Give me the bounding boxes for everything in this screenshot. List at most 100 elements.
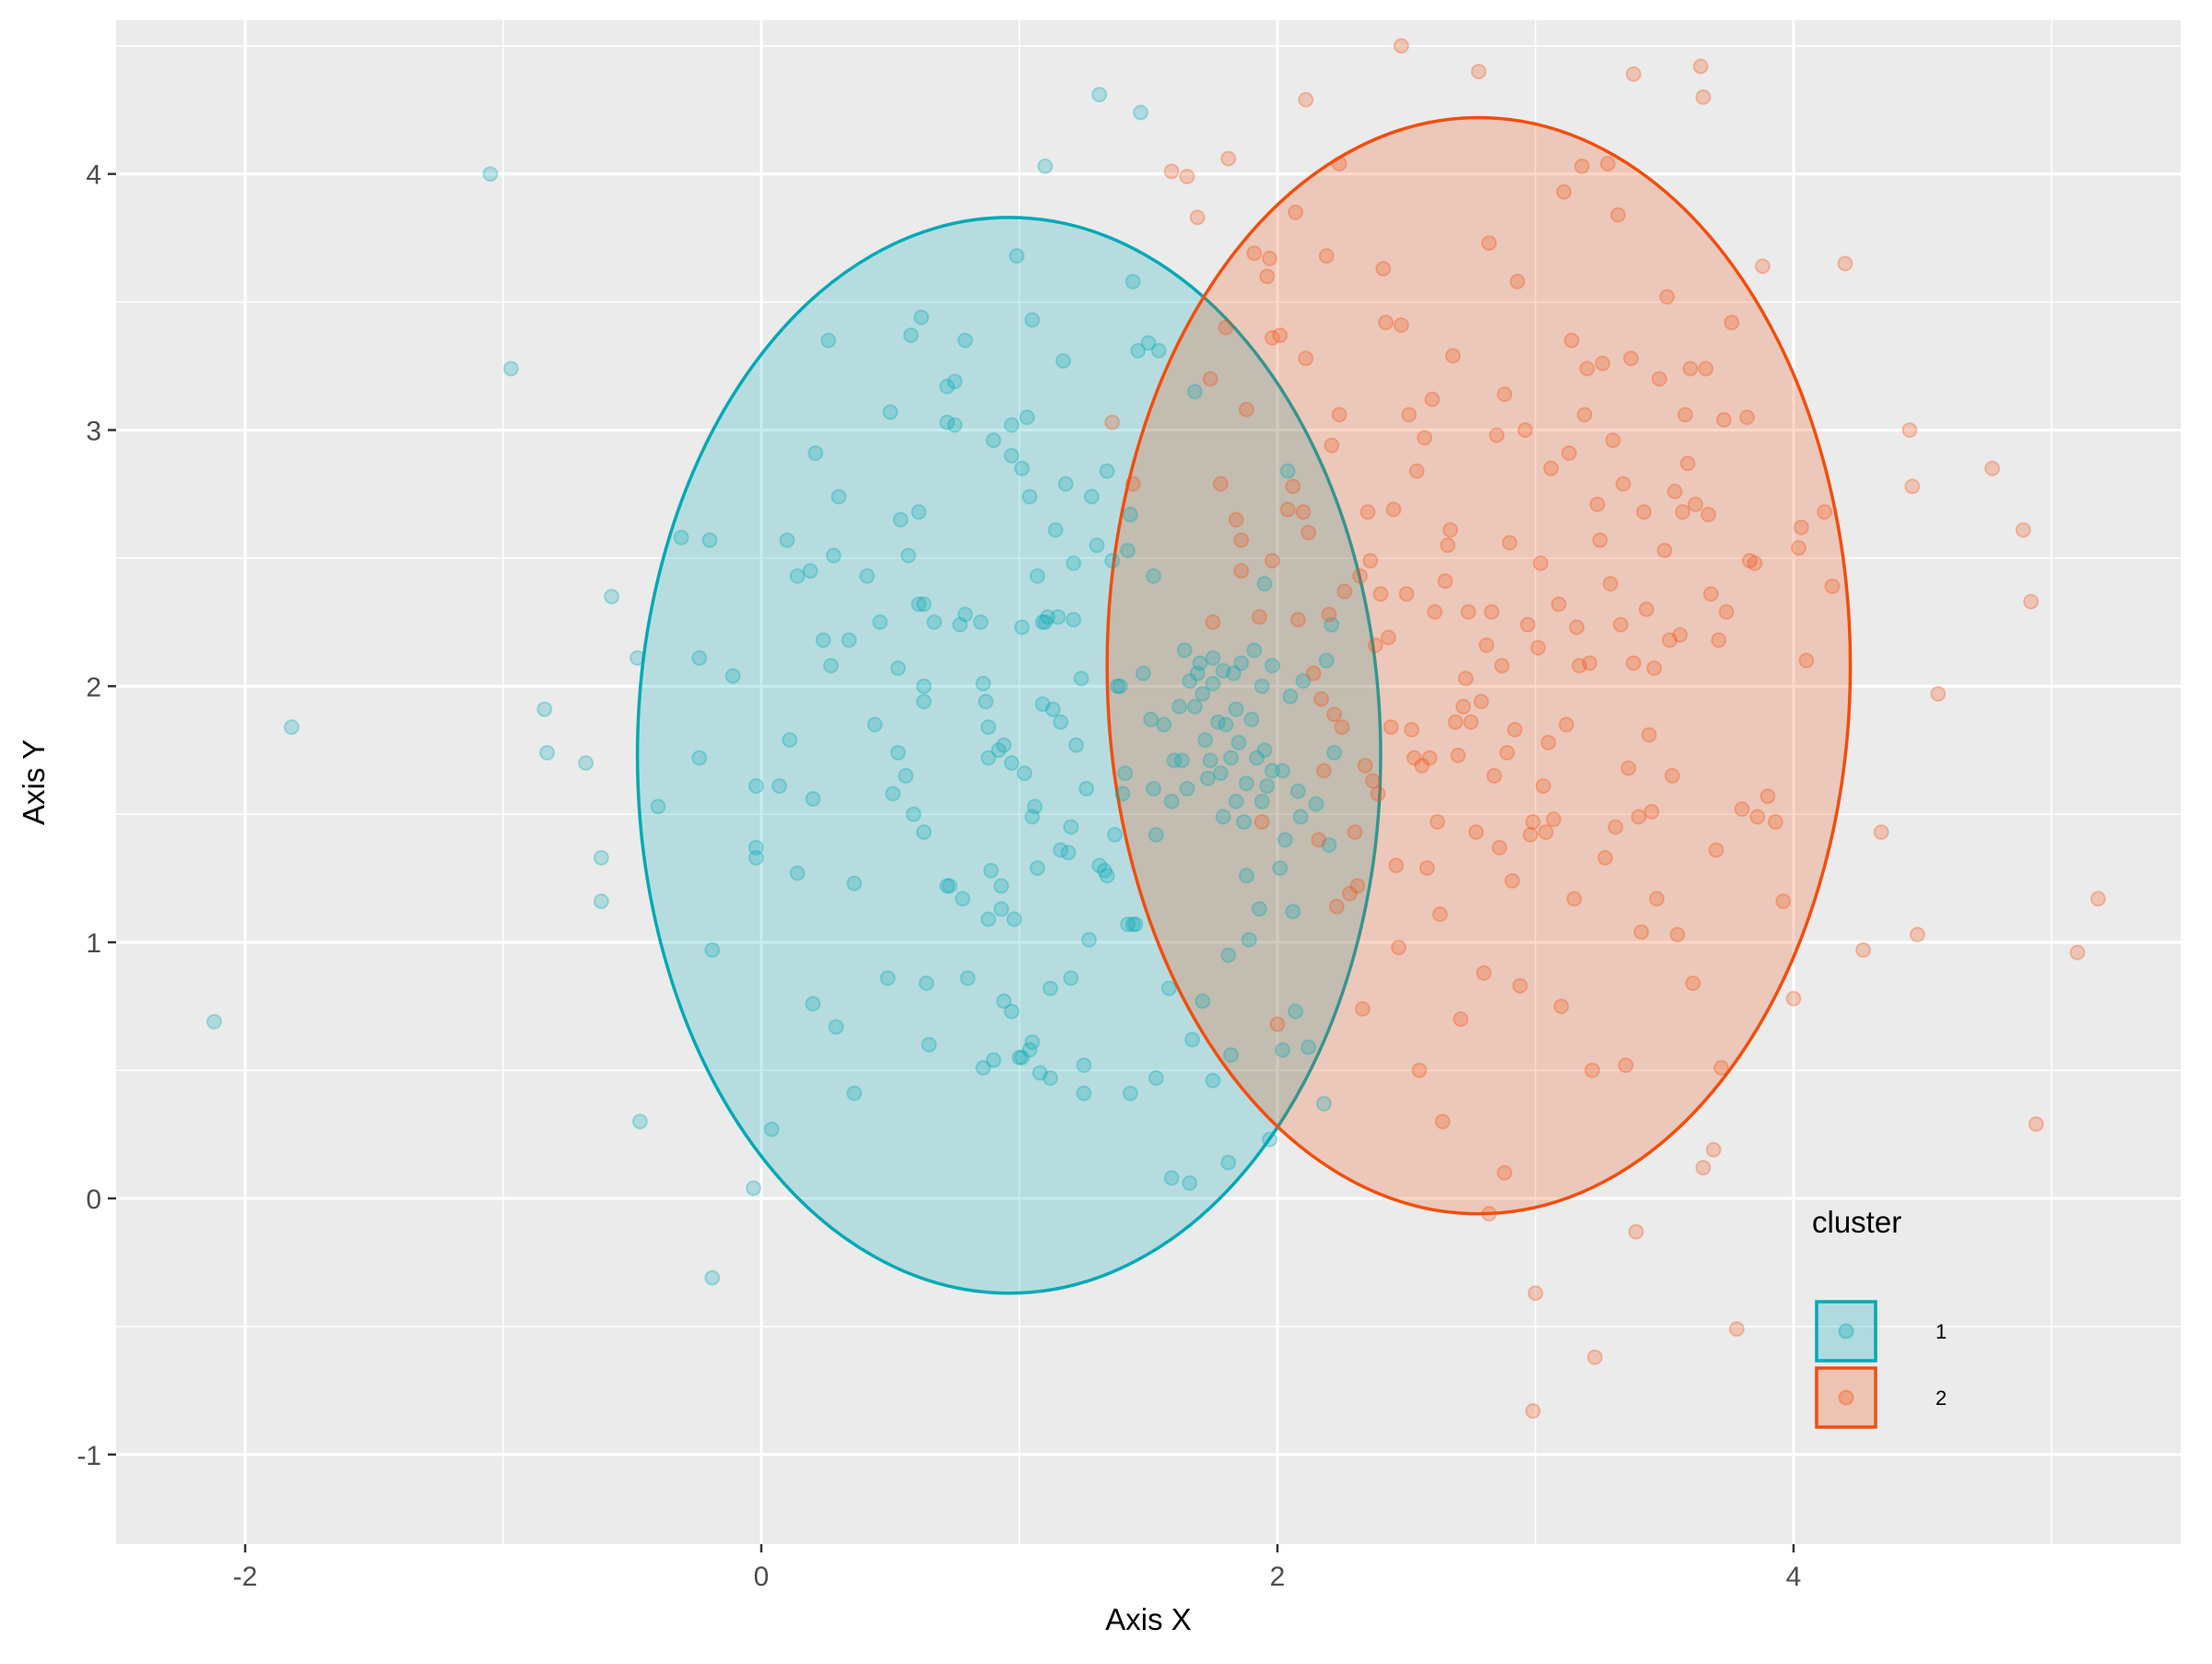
point-cluster-2 <box>1401 407 1418 423</box>
point-cluster-1 <box>985 432 1002 449</box>
point-cluster-1 <box>1037 158 1053 174</box>
point-cluster-1 <box>1078 780 1095 797</box>
point-cluster-2 <box>1424 391 1441 407</box>
cluster-ellipses <box>635 115 1853 1295</box>
point-cluster-2 <box>1705 1141 1722 1158</box>
point-cluster-2 <box>1321 607 1337 623</box>
point-cluster-1 <box>882 404 899 420</box>
point-cluster-2 <box>1734 801 1750 818</box>
point-cluster-1 <box>1238 775 1254 792</box>
point-cluster-1 <box>1166 752 1182 769</box>
point-cluster-2 <box>1524 814 1541 831</box>
point-cluster-1 <box>1063 819 1079 835</box>
point-cluster-1 <box>1008 248 1025 265</box>
point-cluster-2 <box>1713 1059 1730 1076</box>
point-cluster-2 <box>1566 891 1583 907</box>
point-cluster-1 <box>1189 665 1206 681</box>
point-cluster-2 <box>1347 824 1363 841</box>
point-cluster-1 <box>859 568 876 584</box>
point-cluster-2 <box>1331 156 1347 172</box>
point-cluster-1 <box>1044 701 1061 717</box>
point-cluster-1 <box>1236 814 1253 831</box>
point-cluster-2 <box>1504 872 1521 889</box>
point-cluster-1 <box>911 503 927 520</box>
point-cluster-1 <box>1223 1046 1240 1063</box>
point-cluster-2 <box>1315 762 1332 779</box>
point-cluster-2 <box>1427 604 1443 620</box>
point-cluster-1 <box>1060 844 1077 861</box>
point-cluster-1 <box>1205 676 1221 692</box>
point-cluster-2 <box>1537 824 1554 841</box>
point-cluster-2 <box>1404 722 1420 738</box>
point-cluster-1 <box>1014 1049 1030 1066</box>
point-cluster-2 <box>1855 941 1872 958</box>
point-cluster-1 <box>957 607 973 623</box>
point-cluster-1 <box>825 548 841 564</box>
point-cluster-2 <box>1573 158 1590 174</box>
point-cluster-1 <box>1308 796 1324 812</box>
point-cluster-1 <box>885 785 901 802</box>
point-cluster-2 <box>1289 611 1306 628</box>
point-cluster-1 <box>1133 104 1149 121</box>
point-cluster-2 <box>1442 522 1459 538</box>
point-cluster-2 <box>1205 614 1221 631</box>
point-cluster-2 <box>1352 568 1369 584</box>
point-cluster-1 <box>1099 867 1115 884</box>
point-cluster-1 <box>939 414 956 431</box>
point-cluster-1 <box>1055 352 1072 369</box>
point-cluster-1 <box>1124 916 1141 933</box>
y-tick-label: 1 <box>86 928 101 959</box>
point-cluster-1 <box>1021 489 1038 505</box>
point-cluster-1 <box>959 970 976 986</box>
point-cluster-2 <box>1212 476 1229 492</box>
plot-panel <box>116 20 2181 1544</box>
point-cluster-1 <box>1238 867 1254 884</box>
x-tick-label: -2 <box>233 1562 258 1592</box>
point-cluster-1 <box>1091 857 1108 874</box>
point-cluster-2 <box>1486 768 1502 785</box>
point-cluster-1 <box>1120 542 1136 559</box>
point-cluster-1 <box>1099 463 1115 479</box>
point-cluster-1 <box>1171 699 1188 715</box>
point-cluster-2 <box>1417 430 1433 446</box>
point-cluster-1 <box>1143 711 1159 727</box>
point-cluster-2 <box>1311 832 1327 848</box>
point-cluster-1 <box>1220 947 1237 963</box>
point-cluster-1 <box>1300 1039 1317 1056</box>
point-cluster-2 <box>1331 407 1347 423</box>
point-cluster-1 <box>1321 837 1337 854</box>
point-cluster-1 <box>985 1052 1002 1068</box>
point-cluster-2 <box>1579 360 1595 377</box>
point-cluster-2 <box>1414 757 1430 773</box>
point-cluster-1 <box>1194 993 1211 1009</box>
point-cluster-2 <box>1592 532 1608 549</box>
point-cluster-2 <box>1571 657 1588 674</box>
point-cluster-2 <box>1336 584 1353 600</box>
point-cluster-1 <box>1096 862 1112 879</box>
point-cluster-2 <box>1602 575 1618 592</box>
point-cluster-1 <box>1326 745 1343 761</box>
point-cluster-2 <box>1430 814 1446 831</box>
point-cluster-2 <box>2089 891 2106 907</box>
point-cluster-2 <box>1189 209 1206 226</box>
point-cluster-1 <box>1212 765 1229 782</box>
point-cluster-1 <box>991 742 1007 759</box>
point-cluster-2 <box>1909 926 1925 943</box>
point-cluster-2 <box>1664 768 1680 785</box>
point-cluster-2 <box>1262 250 1278 266</box>
point-cluster-1 <box>1109 678 1125 694</box>
point-cluster-2 <box>1560 445 1577 462</box>
point-cluster-1 <box>1253 678 1270 694</box>
point-cluster-1 <box>593 893 609 910</box>
cluster-ellipse-1 <box>635 216 1382 1295</box>
point-cluster-2 <box>1218 319 1234 336</box>
point-cluster-1 <box>1037 614 1053 631</box>
point-cluster-2 <box>1251 608 1267 625</box>
point-cluster-2 <box>1437 572 1453 589</box>
point-cluster-2 <box>1385 502 1402 518</box>
point-cluster-2 <box>1630 808 1647 825</box>
point-cluster-1 <box>1091 87 1108 103</box>
point-cluster-2 <box>1522 826 1538 843</box>
legend-key-1 <box>1815 1300 1877 1363</box>
point-cluster-2 <box>1695 89 1712 105</box>
